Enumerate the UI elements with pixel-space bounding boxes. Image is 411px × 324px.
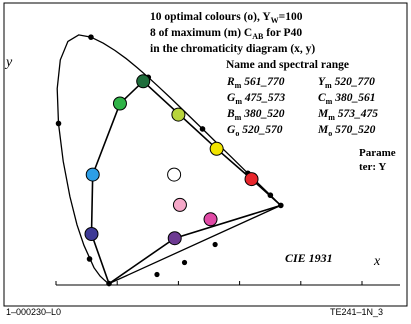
color-points-layer [84,74,259,246]
title-line-3: in the chromaticity diagram (x, y) [150,43,315,55]
svg-text:10 optimal colours (o), YW=100: 10 optimal colours (o), YW=100 [150,11,303,25]
legend-entry: Rm 561_770 [226,76,285,90]
colour-point-61 [112,96,127,111]
title-line-1: 10 optimal colours (o), Y [150,11,271,23]
legend-entry-sub: m [326,97,333,106]
legend-entry-sub: m [235,113,242,122]
legend-entry-sub: m [328,113,335,122]
footer-left: 1–000230–L0 [6,307,62,317]
legend-entry-range: 573_475 [335,108,378,120]
legend-entry-name: B [226,108,235,120]
footer-right: TE241–1N_3 [330,307,384,317]
locus-wavelength-dot [86,256,93,262]
legend-entry: Mo 570_520 [317,124,376,138]
title-line-1-tail: =100 [279,11,303,23]
locus-wavelength-dot [278,202,284,209]
title-line-2-tail: for P40 [263,27,302,39]
colour-point-79 [171,107,186,122]
plot-frame [3,2,408,307]
colour-point-38 [203,212,218,227]
parameter-label-line-1: Parame [359,147,396,159]
x-axis-label: x [373,254,381,269]
locus-wavelength-dot [199,126,206,132]
legend-entry: Cm 380_561 [318,92,375,106]
complement-dot [154,271,160,278]
legend-entry-name: C [318,92,326,104]
legend-entry-range: 520_770 [332,76,375,88]
complement-dot [212,241,218,248]
y-axis-label: y [4,55,13,70]
legend-entry: Mm 573_475 [317,108,378,122]
legend-entry-range: 380_520 [241,108,284,120]
legend-entry-name: G [227,124,236,136]
title-line-1-sub: W [271,16,279,25]
legend-entry: Go 520_570 [227,124,283,138]
legend-entry-sub: o [235,129,239,138]
locus-wavelength-dot [106,280,112,287]
locus-wavelength-dot [88,34,94,40]
colour-point-56 [85,167,100,182]
optimal-colour-polygon [90,80,283,285]
legend-entry: Ym 520_770 [318,76,375,90]
legend-entry-name: G [227,92,236,104]
legend-entry-sub: o [328,129,332,138]
colour-point-43 [244,172,259,187]
legend-title: Name and spectral range [226,59,349,71]
legend-entry-name: M [317,124,329,136]
legend-entry-sub: m [325,81,332,90]
complement-layer [154,241,218,278]
legend-entry-range: 520_570 [239,124,282,136]
legend-entry-range: 561_770 [241,76,284,88]
legend-entry-name: R [226,76,235,88]
locus-wavelength-dot [55,120,62,127]
legend-entry-sub: m [235,81,242,90]
title-line-2: 8 of maximum (m) C [150,27,252,39]
complement-dot [181,259,188,266]
colour-point-20 [167,231,182,246]
legend-entry: Gm 475_573 [227,92,285,106]
colour-point-16 [84,227,99,241]
legend-entry-sub: m [235,97,242,106]
parameter-label-line-2: ter: Y [359,161,386,173]
legend-entry: Bm 380_520 [226,108,285,122]
colour-point-57 [172,197,187,212]
legend: Rm 561_770 Ym 520_770 Gm 475_573 Cm 380_561… [226,76,378,138]
locus-wavelength-dot [267,192,274,199]
legend-entry-range: 570_520 [332,124,375,136]
legend-entry-name: Y [318,76,326,88]
colour-point-83 [209,141,224,156]
title-line-2-sub: AB [252,32,264,41]
colour-point-42 [136,74,151,89]
legend-entry-range: 475_573 [242,92,285,104]
cie-label: CIE 1931 [285,251,333,265]
chart-title: 10 optimal colours (o), YW=100 8 of maxi… [150,11,315,55]
colour-point-p40 [167,167,182,182]
legend-entry-name: M [317,108,329,120]
svg-text:8 of maximum (m) CAB for P40: 8 of maximum (m) CAB for P40 [150,27,302,41]
axis-ticks-layer [55,281,363,285]
legend-entry-range: 380_561 [332,92,375,104]
